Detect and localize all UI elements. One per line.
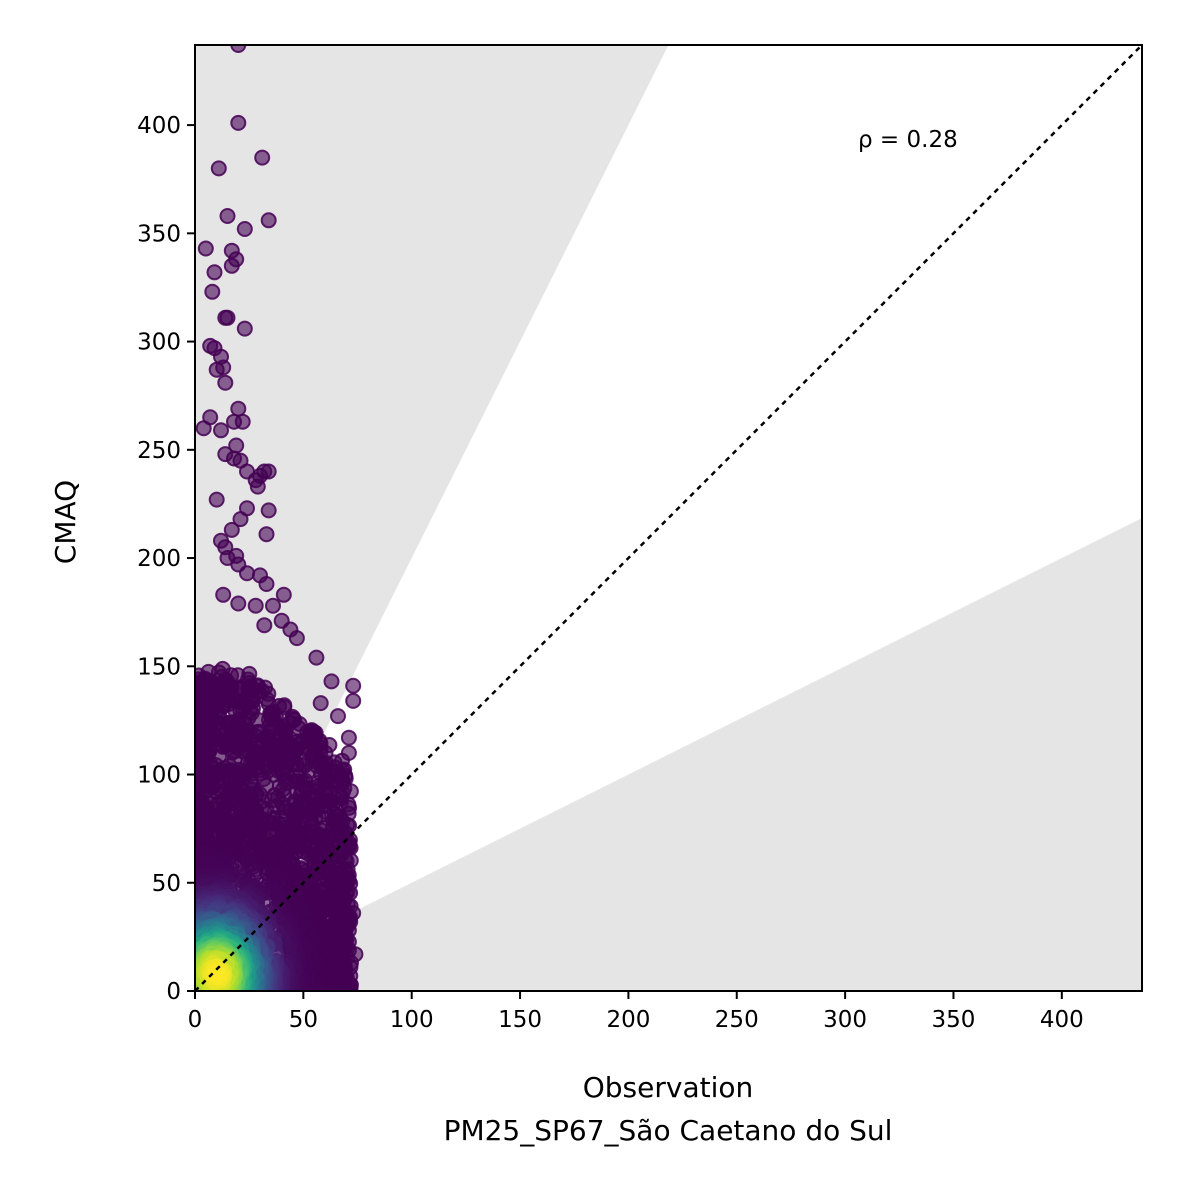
scatter-point [219, 208, 236, 224]
scatter-point [323, 673, 340, 690]
x-tick-label: 50 [289, 1007, 318, 1033]
scatter-point [223, 257, 240, 274]
scatter-point [249, 478, 266, 495]
scatter-point [213, 422, 229, 439]
scatter-point [197, 240, 214, 257]
y-tick-label: 350 [137, 221, 181, 247]
scatter-point [260, 463, 277, 480]
scatter-point [256, 617, 273, 634]
x-axis-ticks: 0 50 100 150 200 250 300 350 400 [188, 991, 1084, 1033]
scatter-point [260, 212, 277, 229]
scatter-point [219, 309, 236, 326]
scatter-point [206, 264, 223, 281]
scatter-point [223, 521, 240, 538]
scatter-point [275, 586, 292, 603]
scatter-point [308, 649, 325, 666]
scatter-point [215, 586, 232, 603]
y-tick-label: 300 [137, 330, 181, 356]
scatter-point [239, 565, 255, 582]
x-tick-label: 200 [606, 1007, 650, 1033]
y-tick-label: 50 [152, 871, 181, 897]
x-tick-label: 150 [498, 1007, 542, 1033]
lower-band [195, 518, 1142, 991]
x-axis-title: Observation [583, 1071, 754, 1104]
y-axis-ticks: 0 50 100 150 200 250 300 350 400 [137, 113, 195, 1005]
y-axis-title: CMAQ [49, 480, 82, 564]
scatter-point [195, 420, 212, 437]
scatter-point [208, 491, 225, 508]
scatter-point [230, 595, 247, 612]
scatter-point [204, 283, 221, 300]
x-tick-label: 400 [1040, 1007, 1084, 1033]
scatter-point [230, 114, 247, 131]
scatter-point [265, 597, 281, 614]
y-tick-label: 200 [137, 546, 181, 572]
y-tick-label: 250 [137, 438, 181, 464]
scatter-point [330, 708, 346, 725]
scatter-point [282, 621, 299, 638]
scatter-point [236, 221, 253, 237]
y-tick-label: 400 [137, 113, 181, 139]
scatter-point [247, 597, 264, 614]
x-tick-label: 0 [188, 1007, 203, 1033]
scatter-point [258, 576, 275, 592]
y-tick-label: 150 [137, 654, 181, 680]
y-tick-label: 100 [137, 763, 181, 789]
x-tick-label: 300 [823, 1007, 867, 1033]
scatter-point [210, 160, 227, 177]
scatter-point [345, 692, 362, 709]
scatter-point [230, 400, 247, 417]
scatter-point [260, 502, 277, 519]
x-tick-label: 100 [390, 1007, 434, 1033]
scatter-point [236, 320, 253, 337]
scatter-point [312, 695, 329, 712]
scatter-point [217, 374, 234, 391]
scatter-point [232, 511, 249, 528]
data-points [195, 45, 364, 991]
scatter-point [340, 729, 357, 746]
scatter-point [226, 413, 242, 430]
scatter-point [230, 45, 247, 53]
x-axis-subtitle: PM25_SP67_São Caetano do Sul [444, 1114, 893, 1147]
scatter-point [208, 361, 225, 378]
x-tick-label: 250 [715, 1007, 759, 1033]
scatter-point [254, 149, 271, 166]
x-tick-label: 350 [932, 1007, 976, 1033]
scatter-point [258, 526, 275, 543]
scatter-point [345, 677, 362, 694]
y-tick-label: 0 [166, 979, 181, 1005]
correlation-annotation: ρ = 0.28 [858, 127, 958, 153]
